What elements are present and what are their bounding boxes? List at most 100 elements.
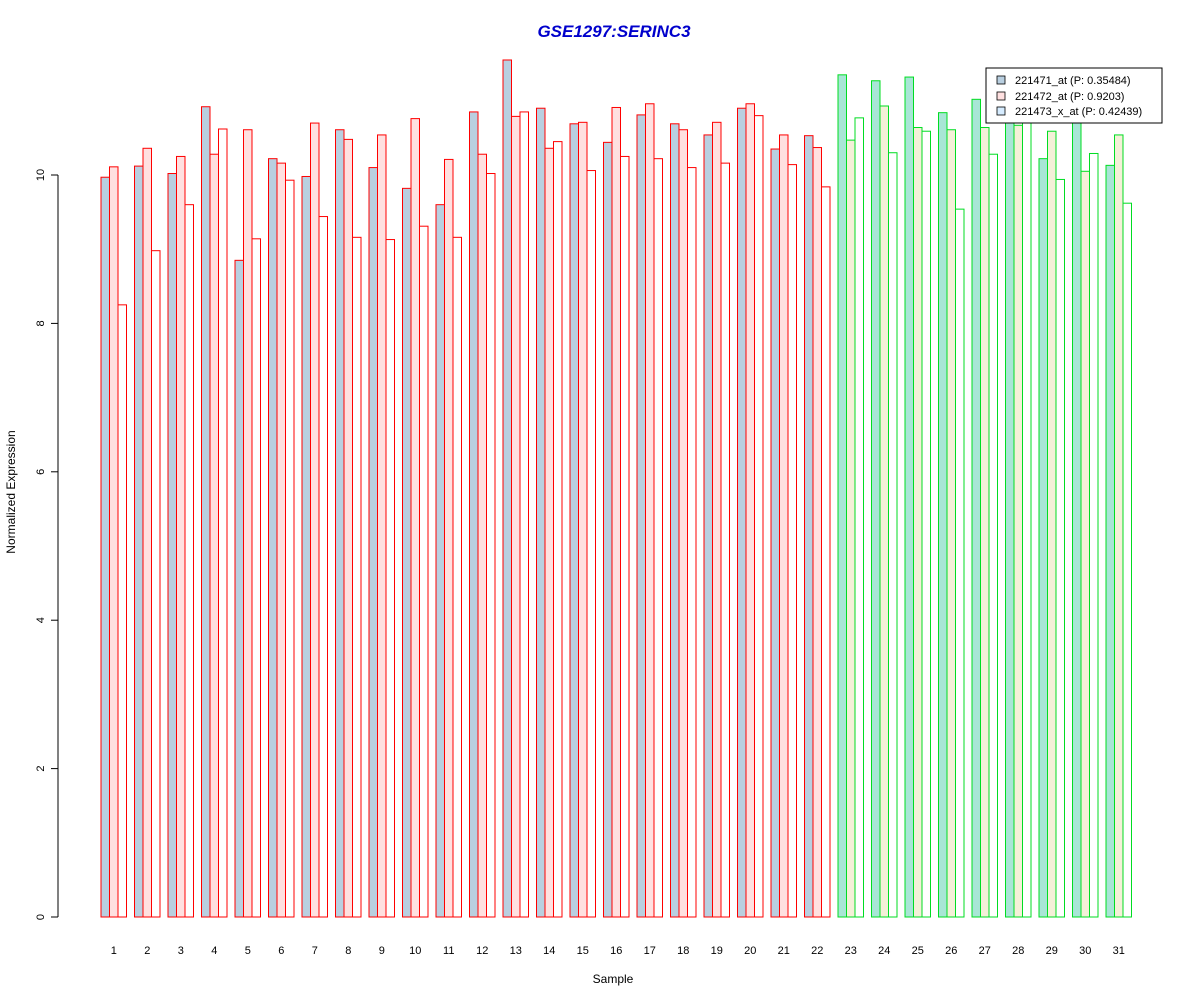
legend: 221471_at (P: 0.35484) 221472_at (P: 0.9…	[985, 67, 1163, 124]
bar	[444, 158, 454, 918]
legend-label: 221471_at (P: 0.35484)	[1015, 75, 1131, 87]
x-tick-label: 3	[178, 945, 184, 957]
bar	[871, 80, 881, 918]
bar	[653, 158, 663, 918]
bar	[1055, 178, 1065, 918]
bar	[176, 155, 186, 918]
bar	[184, 204, 194, 918]
bar	[201, 106, 211, 918]
bar	[904, 76, 914, 918]
bar	[578, 121, 588, 918]
bar	[921, 130, 931, 918]
bar	[1072, 94, 1082, 918]
bar	[511, 115, 521, 918]
y-axis: 0 2 4 6 8 10	[35, 169, 59, 920]
legend-swatch	[996, 75, 1006, 85]
bar	[1089, 152, 1099, 918]
bar	[134, 165, 144, 918]
x-tick-label: 31	[1113, 945, 1125, 957]
bar	[536, 107, 546, 918]
bar	[770, 148, 780, 918]
bar	[301, 175, 311, 918]
bar	[469, 111, 479, 918]
bar	[410, 118, 420, 918]
bar	[402, 187, 412, 918]
bar	[804, 135, 814, 918]
bar	[117, 304, 127, 918]
bar	[754, 115, 764, 918]
bar	[955, 208, 965, 918]
bar	[368, 167, 378, 918]
bar	[243, 129, 253, 918]
y-tick-label: 10	[35, 169, 47, 181]
y-tick-label: 0	[35, 914, 47, 920]
x-tick-label: 1	[111, 945, 117, 957]
x-tick-label: 28	[1012, 945, 1024, 957]
x-tick-label: 7	[312, 945, 318, 957]
bar	[318, 216, 328, 918]
bar	[620, 155, 630, 918]
x-tick-label: 14	[543, 945, 555, 957]
legend-swatch	[996, 106, 1006, 116]
bar	[712, 121, 722, 918]
x-tick-label: 26	[945, 945, 957, 957]
bars	[100, 59, 1132, 918]
x-tick-label: 19	[711, 945, 723, 957]
bar	[276, 162, 286, 918]
bar	[586, 170, 596, 918]
x-tick-label: 10	[409, 945, 421, 957]
bar	[151, 250, 161, 918]
bar	[703, 134, 713, 918]
x-tick-label: 9	[379, 945, 385, 957]
bar	[720, 162, 730, 918]
x-tick-label: 8	[345, 945, 351, 957]
bar	[352, 236, 362, 918]
bar	[938, 112, 948, 918]
bar	[234, 259, 244, 918]
x-tick-label: 6	[278, 945, 284, 957]
bar	[745, 103, 755, 918]
bar	[251, 238, 261, 918]
bar	[335, 129, 345, 918]
bar	[1005, 104, 1015, 918]
bar	[687, 167, 697, 918]
bar	[100, 176, 110, 918]
bar	[218, 128, 228, 918]
x-tick-label: 12	[476, 945, 488, 957]
bar	[846, 139, 856, 918]
bar	[268, 158, 278, 918]
bar	[812, 147, 822, 918]
x-tick-label: 15	[577, 945, 589, 957]
bar	[142, 147, 152, 918]
x-tick-label: 25	[912, 945, 924, 957]
bar	[385, 239, 395, 918]
bar	[670, 123, 680, 918]
x-tick-label: 29	[1046, 945, 1058, 957]
bar	[1022, 96, 1032, 918]
x-tick-label: 20	[744, 945, 756, 957]
bar	[109, 166, 119, 918]
bar	[854, 117, 864, 918]
bar	[377, 134, 387, 918]
bar	[1013, 124, 1023, 918]
x-tick-label: 2	[144, 945, 150, 957]
x-tick-label: 30	[1079, 945, 1091, 957]
bar	[486, 173, 496, 918]
bar	[971, 98, 981, 918]
bar	[888, 152, 898, 918]
legend-label: 221473_x_at (P: 0.42439)	[1015, 106, 1142, 118]
legend-label: 221472_at (P: 0.9203)	[1015, 91, 1124, 103]
x-tick-label: 23	[845, 945, 857, 957]
y-tick-label: 6	[35, 469, 47, 475]
bar	[1080, 170, 1090, 918]
bar	[477, 153, 487, 918]
bar	[645, 103, 655, 918]
bar	[1047, 130, 1057, 918]
bar	[519, 111, 529, 918]
bar	[611, 106, 621, 918]
y-tick-label: 8	[35, 320, 47, 326]
bar	[946, 129, 956, 918]
bar	[343, 138, 353, 918]
